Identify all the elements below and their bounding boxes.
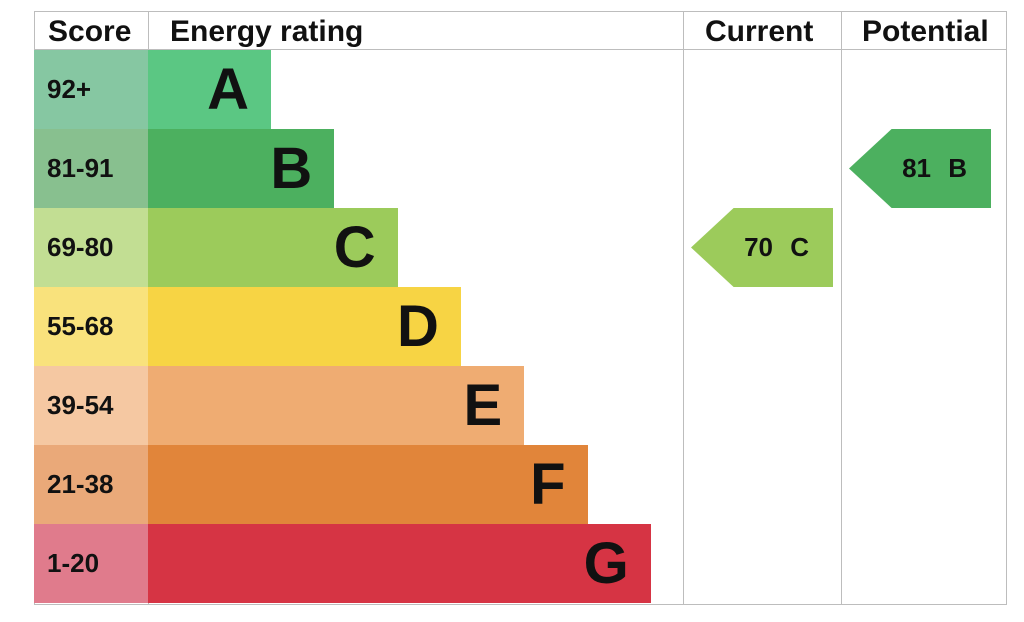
rating-bar-g: G [148, 524, 651, 603]
score-range-e: 39-54 [34, 366, 148, 445]
rating-bar-d: D [148, 287, 461, 366]
potential-header: Potential [862, 15, 989, 48]
score-range-c: 69-80 [34, 208, 148, 287]
rating-bar-b: B [148, 129, 335, 208]
current-column-divider [683, 11, 684, 605]
score-range-a: 92+ [34, 50, 148, 129]
score-range-g: 1-20 [34, 524, 148, 603]
rating-bar-a: A [148, 50, 271, 129]
score-range-b: 81-91 [34, 129, 148, 208]
rating-bar-f: F [148, 445, 588, 524]
rating-bar-e: E [148, 366, 525, 445]
header-divider [34, 49, 1007, 50]
current-header: Current [705, 15, 814, 48]
rating-bar-c: C [148, 208, 398, 287]
potential-column-divider [841, 11, 842, 605]
score-range-f: 21-38 [34, 445, 148, 524]
energy-rating-header: Energy rating [170, 15, 364, 48]
score-range-d: 55-68 [34, 287, 148, 366]
score-header: Score [48, 15, 132, 48]
